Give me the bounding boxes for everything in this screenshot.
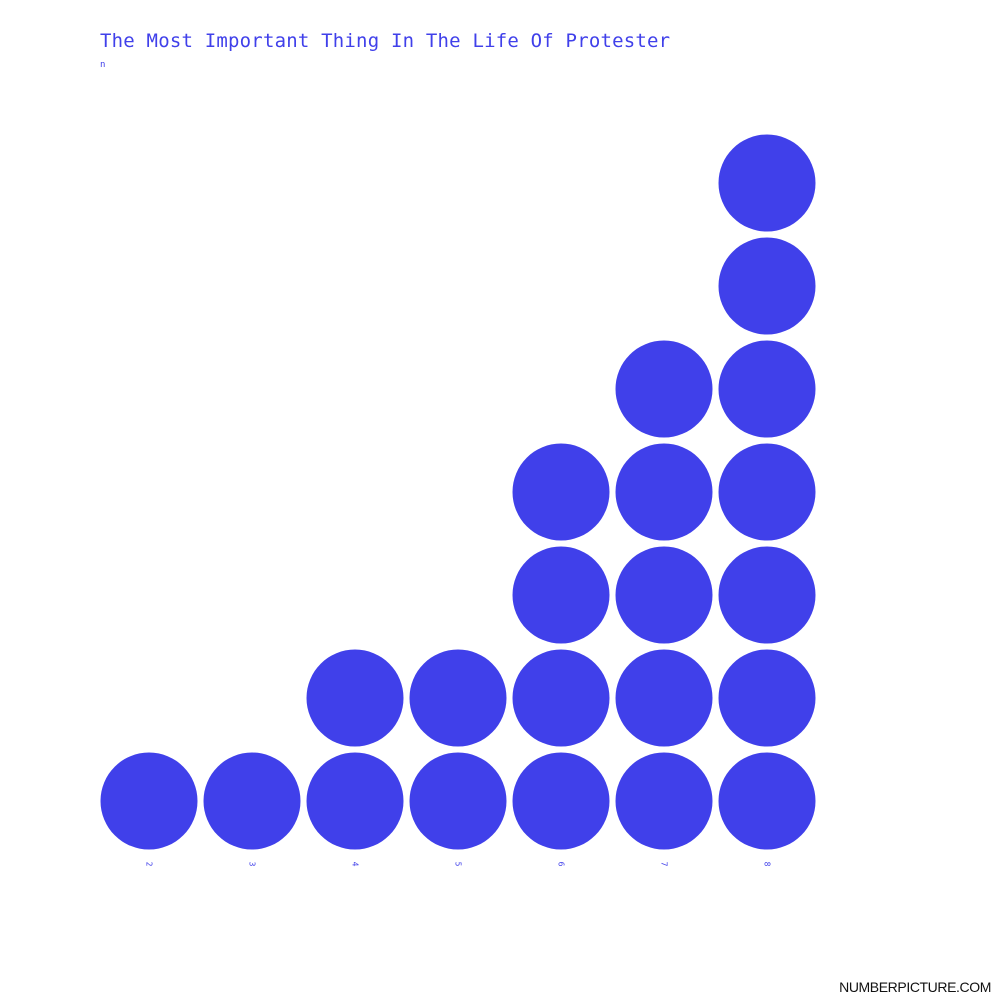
dot-7-2 — [615, 649, 713, 747]
dot-5-1 — [409, 752, 507, 850]
dot-8-3 — [718, 546, 816, 644]
x-tick-label-5: 5 — [454, 862, 463, 867]
dot-8-4 — [718, 443, 816, 541]
dot-6-3 — [512, 546, 610, 644]
chart-title: The Most Important Thing In The Life Of … — [100, 30, 671, 52]
dot-4-2 — [306, 649, 404, 747]
dot-8-2 — [718, 649, 816, 747]
x-tick-label-8: 8 — [763, 862, 772, 867]
x-tick-label-3: 3 — [248, 862, 257, 867]
dot-3-1 — [203, 752, 301, 850]
x-tick-label-2: 2 — [145, 862, 154, 867]
dot-7-5 — [615, 340, 713, 438]
chart-subtitle: n — [100, 60, 106, 70]
dot-7-1 — [615, 752, 713, 850]
dot-6-2 — [512, 649, 610, 747]
x-tick-label-6: 6 — [557, 862, 566, 867]
brand-watermark[interactable]: NUMBERPICTURE.COM — [839, 979, 991, 995]
x-tick-label-7: 7 — [660, 862, 669, 867]
x-tick-label-4: 4 — [351, 862, 360, 867]
dot-7-3 — [615, 546, 713, 644]
dot-6-4 — [512, 443, 610, 541]
dot-8-7 — [718, 134, 816, 232]
dot-5-2 — [409, 649, 507, 747]
dot-4-1 — [306, 752, 404, 850]
dot-6-1 — [512, 752, 610, 850]
dot-7-4 — [615, 443, 713, 541]
dot-8-5 — [718, 340, 816, 438]
dot-2-1 — [100, 752, 198, 850]
dot-8-1 — [718, 752, 816, 850]
dot-8-6 — [718, 237, 816, 335]
